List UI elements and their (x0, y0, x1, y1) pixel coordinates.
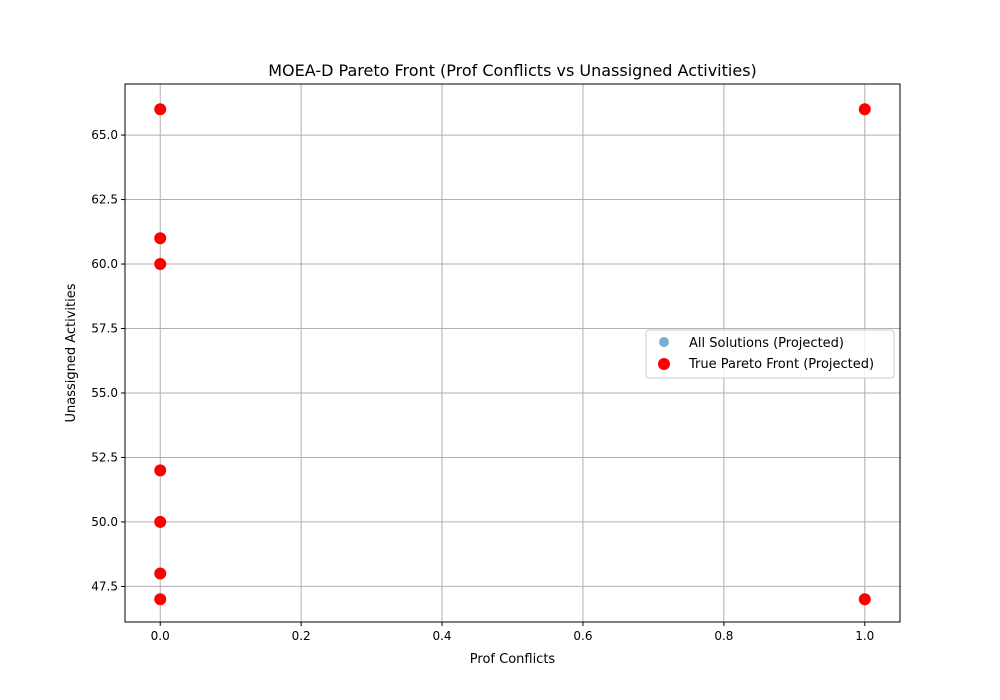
pareto-front-point (154, 464, 167, 477)
y-tick-label: 57.5 (91, 321, 118, 335)
pareto-front-point (154, 258, 167, 271)
legend-label-pareto-front: True Pareto Front (Projected) (688, 357, 874, 372)
legend: All Solutions (Projected) True Pareto Fr… (645, 329, 895, 379)
y-tick-label: 47.5 (91, 579, 118, 593)
pareto-front-point (154, 593, 167, 606)
x-tick-label: 0.2 (292, 629, 311, 643)
y-tick-label: 50.0 (91, 515, 118, 529)
y-tick-label: 60.0 (91, 257, 118, 271)
grid-lines (125, 84, 900, 622)
axis-ticks: 0.0 0.2 0.4 0.6 0.8 1.0 47.5 50.0 52.5 55.0 57.5 60… (91, 128, 874, 643)
y-tick-label: 55.0 (91, 386, 118, 400)
y-axis-label: Unassigned Activities (64, 283, 79, 422)
plot-frame (124, 83, 901, 623)
legend-marker-pareto-front (658, 358, 670, 370)
legend-label-all-solutions: All Solutions (Projected) (689, 336, 844, 351)
y-tick-label: 65.0 (91, 128, 118, 142)
x-tick-label: 0.0 (151, 629, 170, 643)
pareto-front-point (154, 103, 167, 116)
chart-title: MOEA-D Pareto Front (Prof Conflicts vs U… (268, 61, 757, 80)
x-tick-label: 0.8 (714, 629, 733, 643)
y-tick-label: 62.5 (91, 193, 118, 207)
y-tick-label: 52.5 (91, 450, 118, 464)
legend-box (645, 329, 895, 379)
x-tick-label: 1.0 (855, 629, 874, 643)
pareto-front-point (154, 515, 167, 528)
pareto-front-point (154, 232, 167, 245)
legend-marker-all-solutions (659, 337, 669, 347)
x-tick-label: 0.4 (432, 629, 451, 643)
x-tick-label: 0.6 (573, 629, 592, 643)
pareto-front-point (858, 103, 871, 116)
pareto-front-point (154, 567, 167, 580)
pareto-front-point (858, 593, 871, 606)
data-points (154, 103, 871, 606)
x-axis-label: Prof Conflicts (470, 652, 556, 667)
